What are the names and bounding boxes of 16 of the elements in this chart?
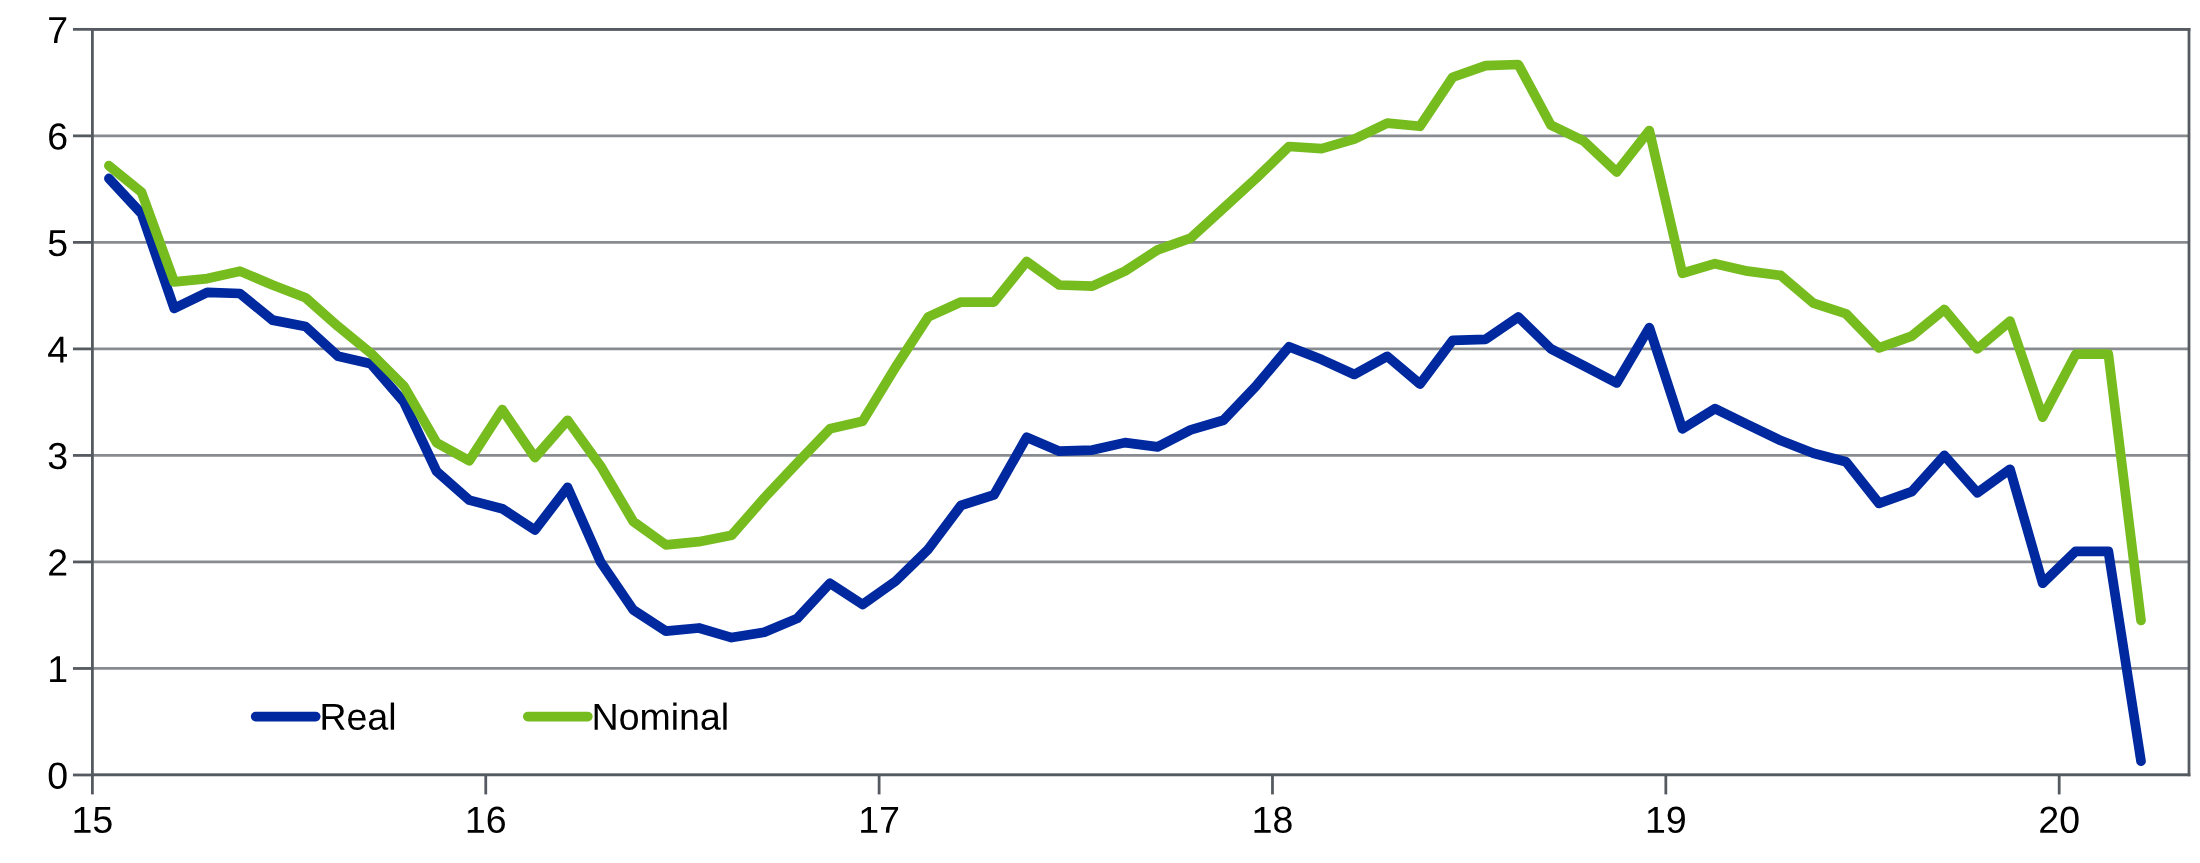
- y-tick-label: 4: [48, 336, 67, 363]
- legend-label: Real: [322, 702, 395, 731]
- x-tick-label: 19: [1647, 806, 1685, 834]
- y-tick-label: 1: [50, 656, 67, 683]
- x-tick-label: 20: [2040, 806, 2079, 834]
- x-tick-label: 18: [1254, 806, 1292, 834]
- y-tick-label: 3: [48, 442, 67, 470]
- x-tick-label: 15: [74, 806, 112, 834]
- y-tick-label: 5: [48, 230, 67, 257]
- y-tick-label: 0: [48, 762, 67, 789]
- y-tick-label: 6: [49, 123, 67, 150]
- x-tick-label: 17: [861, 806, 899, 833]
- y-tick-label: 2: [49, 549, 67, 576]
- y-tick-label: 7: [49, 17, 67, 43]
- legend-label: Nominal: [594, 702, 727, 731]
- x-tick-label: 16: [467, 806, 505, 834]
